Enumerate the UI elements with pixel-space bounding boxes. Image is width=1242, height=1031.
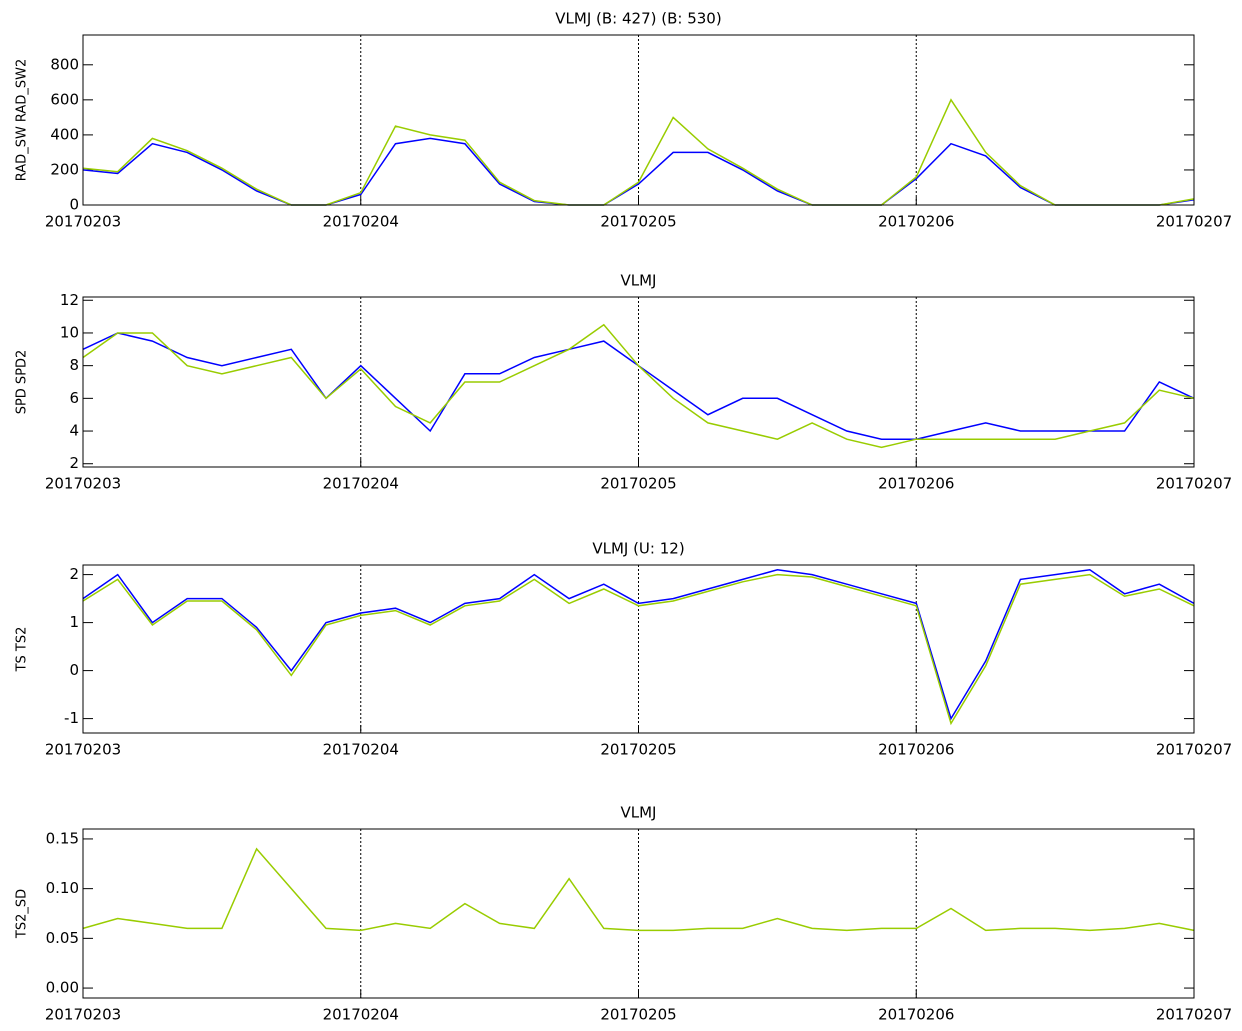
x-tick-label: 20170203: [45, 741, 121, 759]
x-tick-label: 20170203: [45, 1006, 121, 1024]
y-tick-label: 0.10: [46, 879, 79, 897]
y-tick-label: 12: [60, 291, 79, 309]
x-tick-label: 20170205: [600, 1006, 676, 1024]
y-tick-label: 600: [50, 90, 79, 108]
y-tick-label: 200: [50, 160, 79, 178]
y-axis-label: SPD SPD2: [15, 350, 30, 415]
x-tick-label: 20170207: [1156, 1006, 1232, 1024]
y-tick-label: 10: [60, 323, 79, 341]
y-tick-label: 1: [69, 613, 79, 631]
y-axis-label: TS2_SD: [15, 889, 30, 939]
series-line: [82, 573, 1195, 726]
chart-title: VLMJ (B: 427) (B: 530): [555, 10, 721, 28]
x-tick-label: 20170205: [600, 741, 676, 759]
y-tick-label: 2: [69, 454, 79, 472]
plot-frame: [82, 564, 1195, 734]
chart-title: VLMJ: [621, 804, 657, 822]
y-tick-label: 0.05: [46, 929, 79, 947]
y-axis-label: TS TS2: [15, 627, 30, 673]
chart-title: VLMJ: [621, 272, 657, 290]
plot-frame: [82, 828, 1195, 999]
plot-frame: [82, 34, 1195, 206]
x-tick-label: 20170207: [1156, 741, 1232, 759]
x-tick-label: 20170204: [323, 213, 399, 231]
y-tick-label: 0: [69, 196, 79, 214]
y-tick-label: 800: [50, 55, 79, 73]
x-tick-label: 20170207: [1156, 475, 1232, 493]
y-tick-label: -1: [64, 709, 79, 727]
y-tick-label: 0: [69, 661, 79, 679]
series-line: [82, 137, 1195, 206]
x-tick-label: 20170204: [323, 475, 399, 493]
x-tick-label: 20170205: [600, 213, 676, 231]
y-tick-label: 8: [69, 356, 79, 374]
y-axis-label: RAD_SW RAD_SW2: [15, 59, 30, 181]
chart-title: VLMJ (U: 12): [592, 540, 684, 558]
series-line: [82, 569, 1195, 721]
x-tick-label: 20170203: [45, 475, 121, 493]
series-line: [82, 98, 1195, 206]
series-line: [82, 323, 1195, 449]
y-tick-label: 6: [69, 389, 79, 407]
x-tick-label: 20170204: [323, 741, 399, 759]
y-tick-label: 0.00: [46, 979, 79, 997]
x-tick-label: 20170206: [878, 475, 954, 493]
x-tick-label: 20170207: [1156, 213, 1232, 231]
y-tick-label: 400: [50, 125, 79, 143]
plot-frame: [82, 296, 1195, 468]
x-tick-label: 20170204: [323, 1006, 399, 1024]
x-tick-label: 20170206: [878, 1006, 954, 1024]
y-tick-label: 2: [69, 565, 79, 583]
x-tick-label: 20170206: [878, 213, 954, 231]
x-tick-label: 20170205: [600, 475, 676, 493]
series-line: [82, 847, 1195, 932]
y-tick-label: 4: [69, 422, 79, 440]
x-tick-label: 20170203: [45, 213, 121, 231]
y-tick-label: 0.15: [46, 829, 79, 847]
x-tick-label: 20170206: [878, 741, 954, 759]
